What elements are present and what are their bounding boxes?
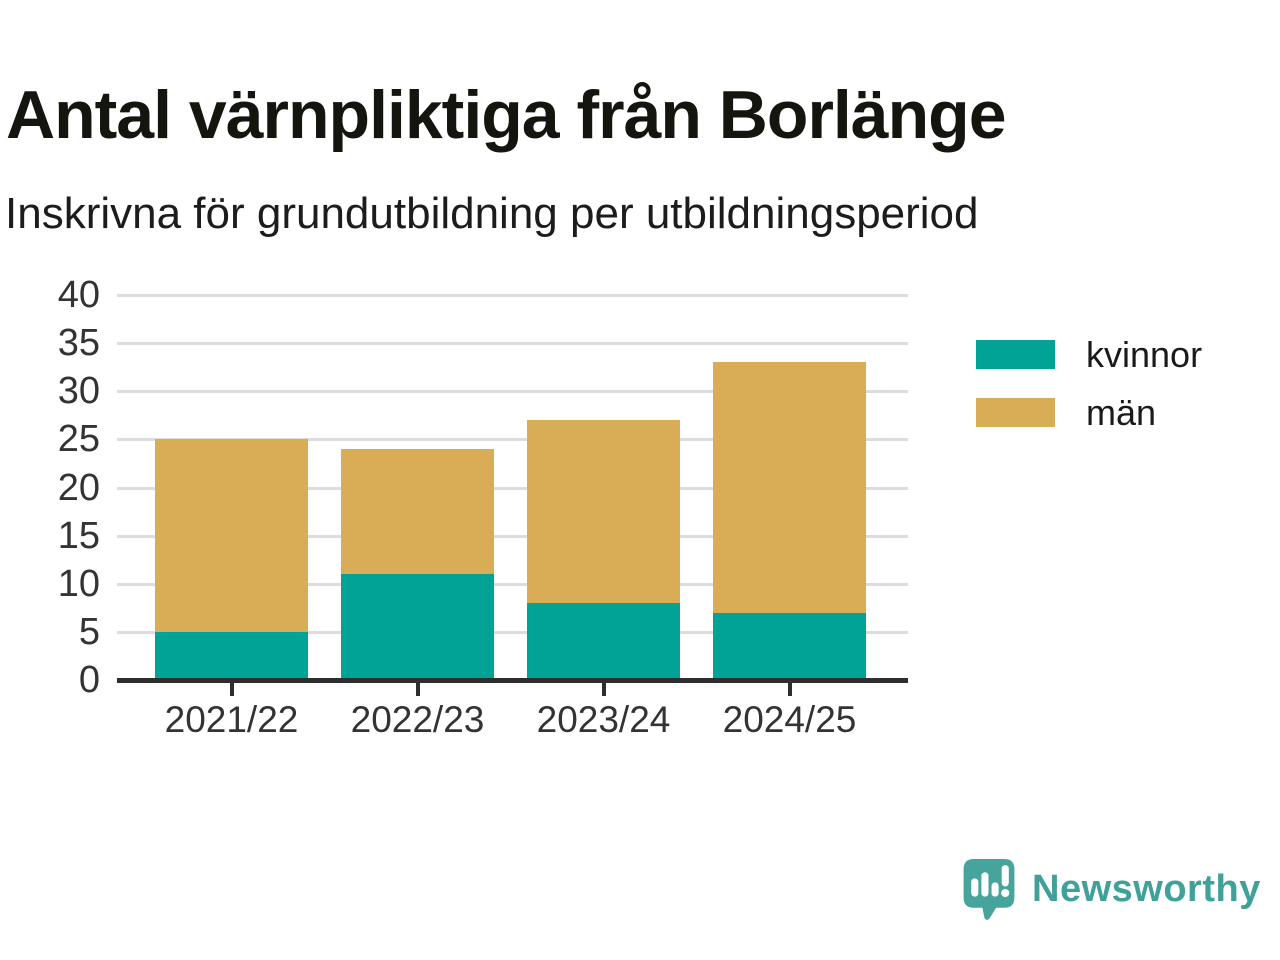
y-axis-label: 40	[57, 274, 100, 316]
y-axis-label: 25	[57, 418, 100, 461]
chart-subtitle: Inskrivna för grundutbildning per utbild…	[5, 189, 979, 238]
legend: kvinnor män	[976, 336, 1202, 456]
x-axis-tick	[229, 683, 234, 696]
x-axis-tick	[601, 683, 606, 696]
bar-2022/23-män	[341, 449, 494, 575]
newsworthy-logo-icon	[963, 859, 1015, 920]
x-axis-label: 2021/22	[164, 699, 299, 740]
y-axis-label: 0	[78, 659, 100, 701]
bar-2024/25-män	[713, 362, 866, 613]
y-axis-label: 30	[57, 370, 100, 413]
newsworthy-logo-text: Newsworthy	[1032, 868, 1261, 910]
legend-label-män: män	[1086, 391, 1157, 433]
x-axis-tick	[415, 683, 420, 696]
bar-2024/25-kvinnor	[713, 612, 866, 680]
gridline-25	[117, 438, 908, 442]
gridline-40	[117, 294, 908, 297]
legend-swatch-män	[976, 398, 1055, 427]
x-axis-baseline	[117, 678, 908, 683]
gridline-10	[117, 582, 908, 586]
page-title: Antal värnpliktiga från Borlänge	[6, 76, 1007, 153]
gridline-35	[117, 342, 908, 346]
legend-swatch-kvinnor	[976, 340, 1055, 369]
y-axis-label: 10	[57, 562, 100, 605]
branding: Newsworthy	[962, 858, 1261, 921]
gridline-5	[117, 630, 908, 634]
x-axis-label: 2024/25	[722, 699, 857, 740]
x-axis-tick	[787, 683, 792, 696]
y-axis-label: 20	[57, 466, 100, 509]
y-axis-label: 5	[78, 610, 100, 653]
bar-2022/23-kvinnor	[341, 574, 494, 680]
gridline-15	[117, 534, 908, 538]
x-axis-label: 2022/23	[350, 699, 485, 740]
bar-2021/22-kvinnor	[155, 631, 308, 680]
y-axis-label: 15	[57, 514, 100, 557]
gridline-20	[117, 486, 908, 490]
legend-item-kvinnor: kvinnor	[976, 336, 1202, 372]
plot-area: 0 5 10 15 20 25 30 35 40 2021/22 2022/23 2023/24 202…	[58, 274, 908, 740]
x-axis-label: 2023/24	[536, 699, 671, 740]
y-axis-label: 35	[57, 322, 100, 365]
gridline-30	[117, 390, 908, 394]
bar-2021/22-män	[155, 439, 308, 632]
legend-item-män: män	[976, 394, 1202, 430]
bar-2023/24-kvinnor	[527, 603, 680, 680]
bar-2023/24-män	[527, 420, 680, 603]
legend-label-kvinnor: kvinnor	[1086, 333, 1203, 375]
